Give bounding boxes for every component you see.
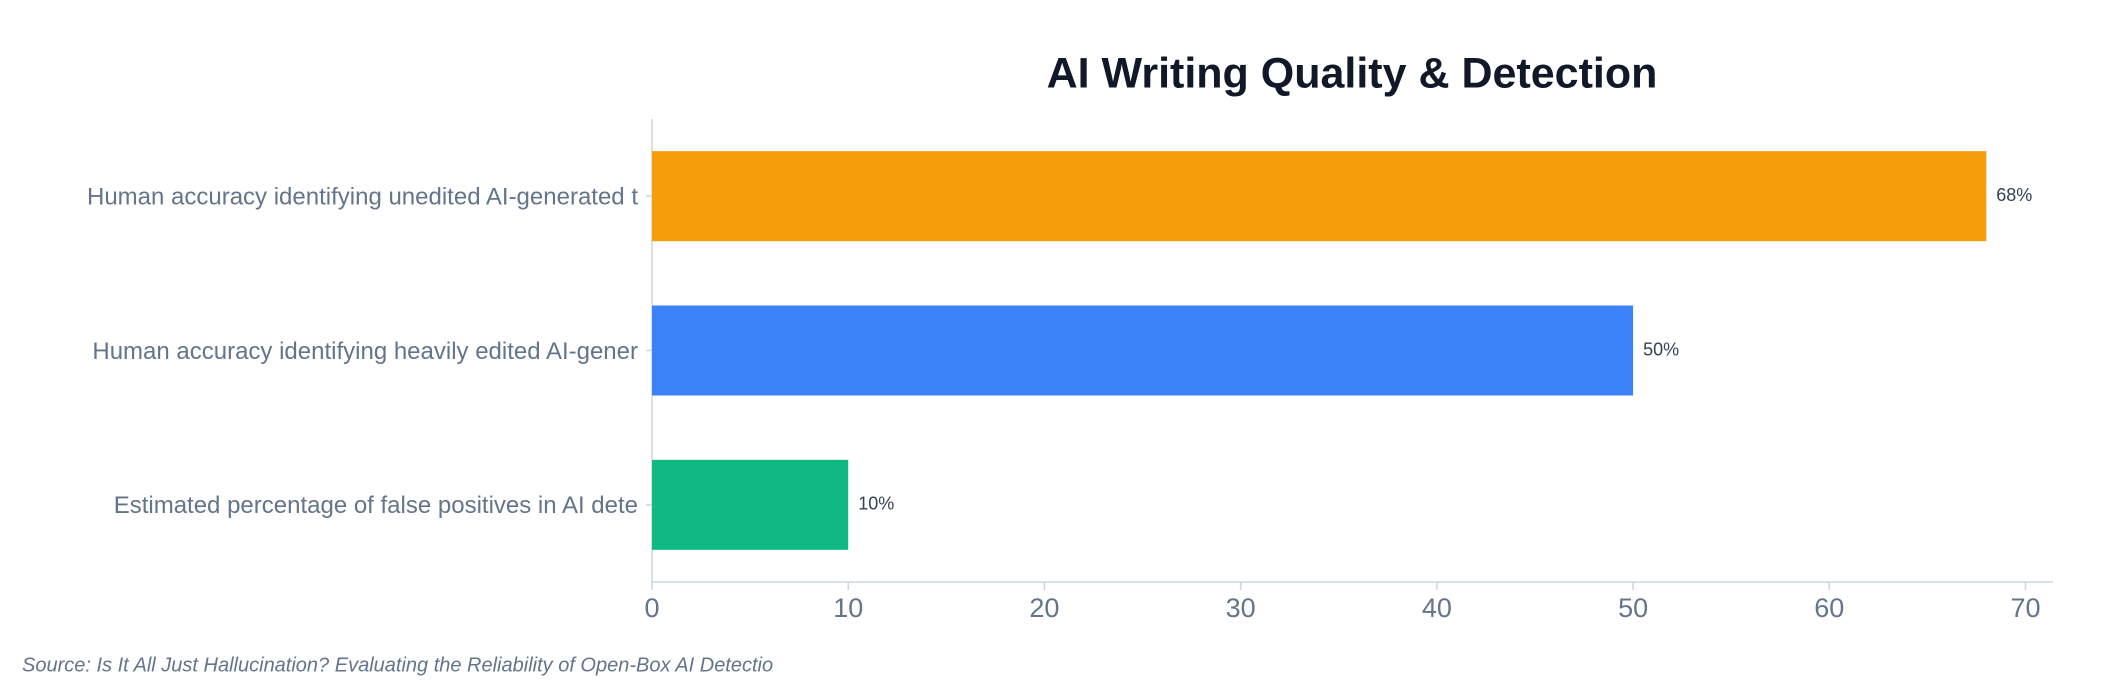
x-tick-label: 10 bbox=[833, 593, 863, 623]
source-note: Source: Is It All Just Hallucination? Ev… bbox=[22, 654, 773, 676]
value-label: 10% bbox=[858, 494, 894, 514]
x-tick-label: 70 bbox=[2011, 593, 2041, 623]
y-tick-label: Human accuracy identifying heavily edite… bbox=[92, 338, 638, 365]
x-tick-label: 50 bbox=[1618, 593, 1648, 623]
bar bbox=[652, 305, 1634, 396]
bar bbox=[652, 459, 849, 550]
x-tick-label: 30 bbox=[1226, 593, 1256, 623]
x-tick-label: 20 bbox=[1029, 593, 1059, 623]
x-tick-label: 40 bbox=[1422, 593, 1452, 623]
value-label: 68% bbox=[1996, 185, 2032, 205]
y-tick-label: Human accuracy identifying unedited AI-g… bbox=[87, 184, 638, 211]
x-tick-label: 60 bbox=[1814, 593, 1844, 623]
x-tick-label: 0 bbox=[644, 593, 659, 623]
value-label: 50% bbox=[1643, 339, 1679, 359]
y-tick-label: Estimated percentage of false positives … bbox=[114, 492, 638, 519]
bar bbox=[652, 151, 1987, 242]
chart-title: AI Writing Quality & Detection bbox=[1047, 49, 1658, 97]
